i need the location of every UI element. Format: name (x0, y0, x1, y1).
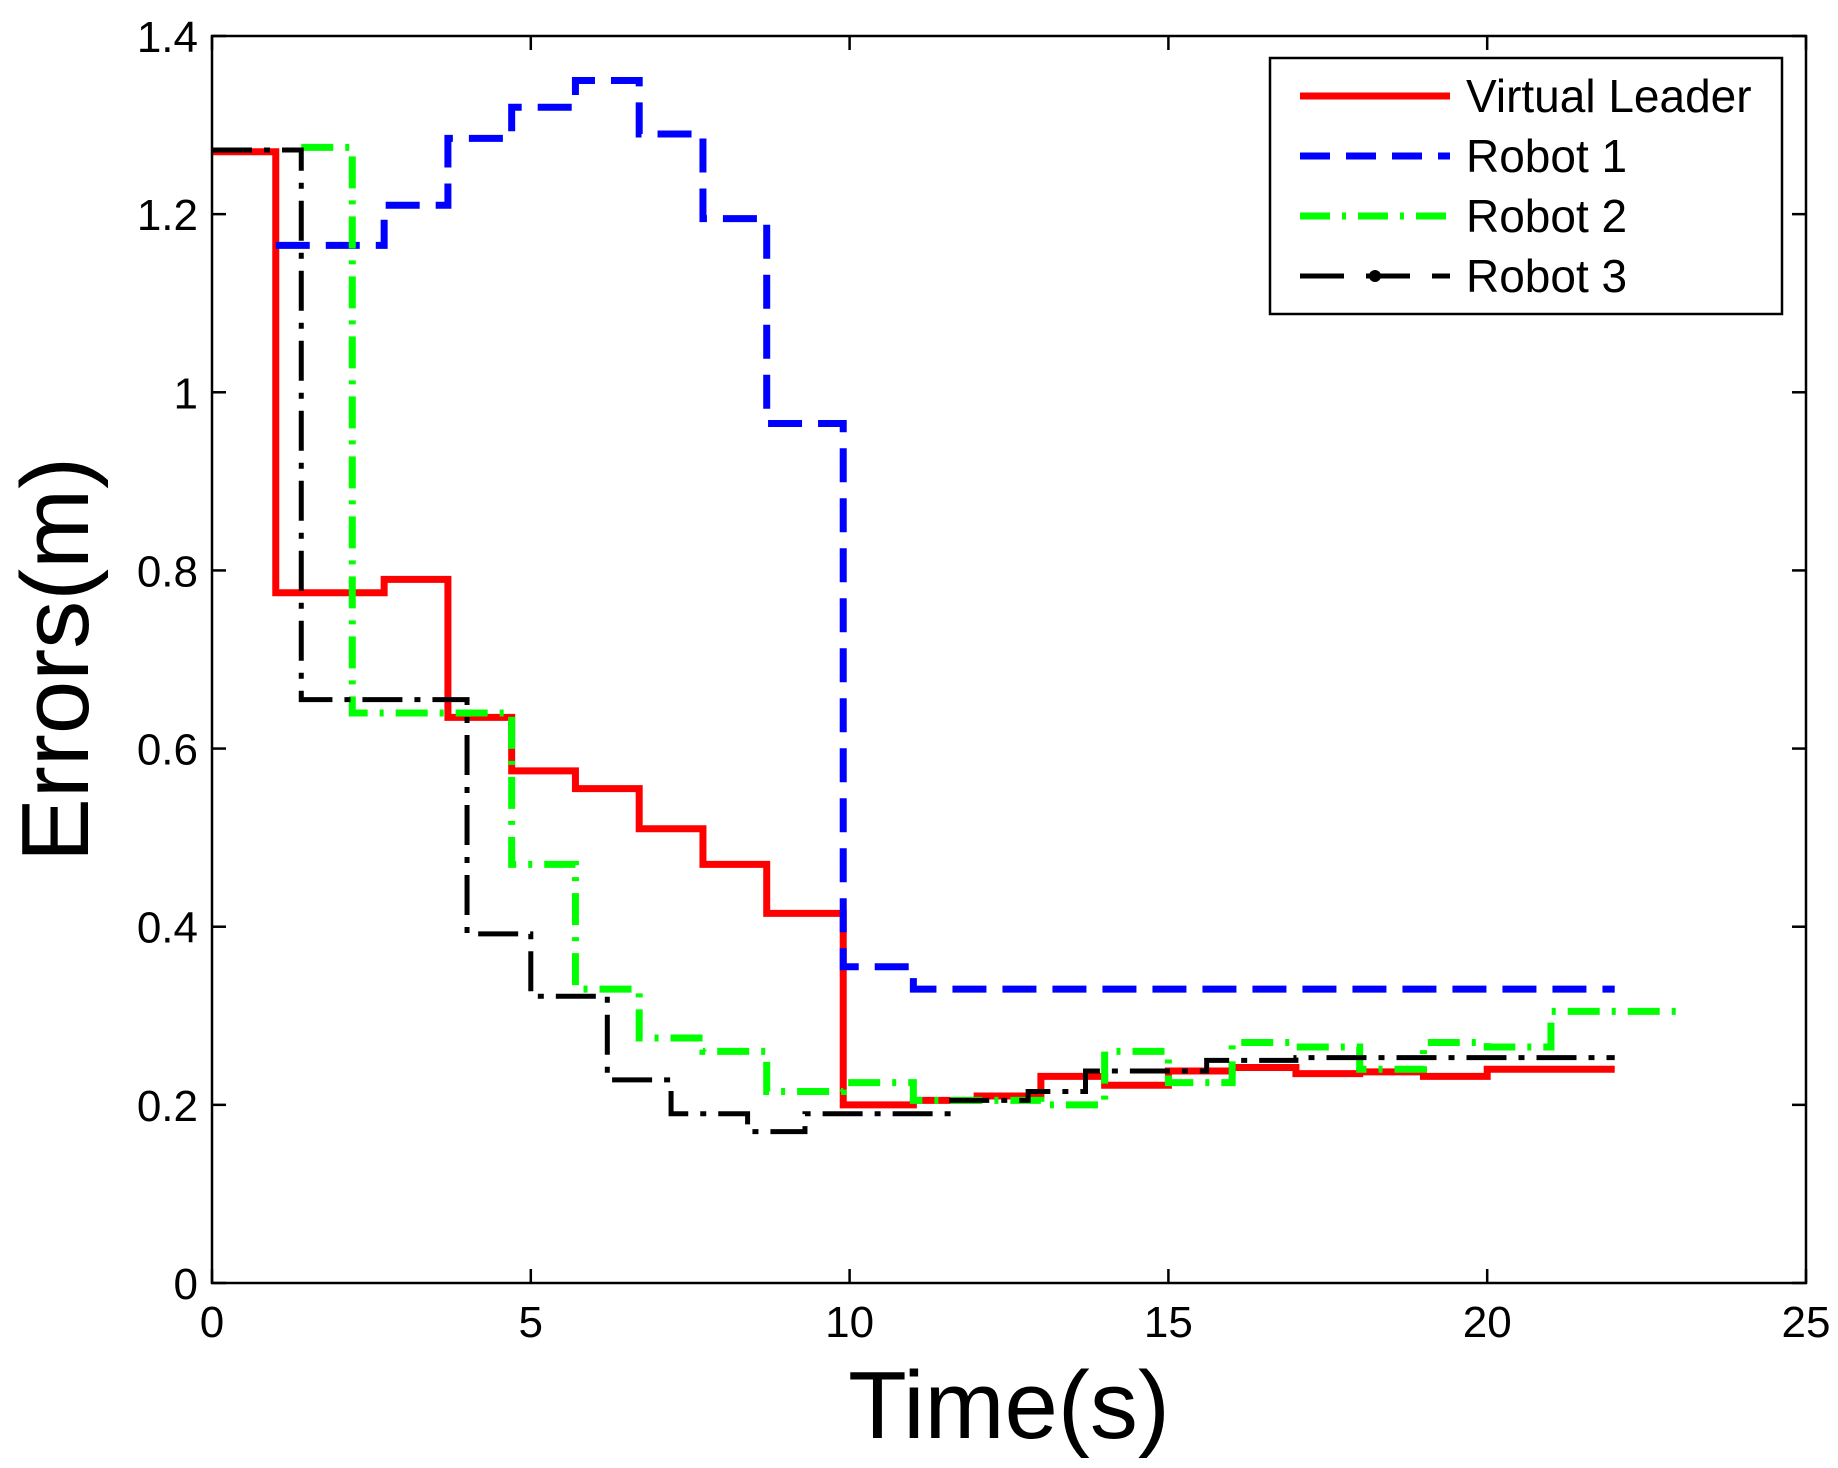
y-tick-label-5: 1 (174, 369, 198, 418)
legend-label-2: Robot 2 (1466, 190, 1627, 242)
legend-label-3: Robot 3 (1466, 250, 1627, 302)
series-line-3 (212, 147, 1615, 1135)
y-tick-label-0: 0 (174, 1260, 198, 1309)
x-axis-label: Time(s) (848, 1352, 1170, 1459)
series-line-1 (275, 77, 1615, 993)
x-tick-label-5: 25 (1782, 1298, 1831, 1347)
x-tick-label-2: 10 (825, 1298, 874, 1347)
legend-box (1268, 56, 1784, 316)
y-tick-label-2: 0.4 (137, 904, 198, 953)
y-tick-label-4: 0.8 (137, 547, 198, 596)
x-tick-label-1: 5 (519, 1298, 543, 1347)
y-tick-label-6: 1.2 (137, 191, 198, 240)
x-tick-label-4: 20 (1463, 1298, 1512, 1347)
y-tick-label-7: 1.4 (137, 13, 198, 62)
x-tick-label-0: 0 (200, 1298, 224, 1347)
legend-entries: Virtual Leader Robot 1 Robot 2 Robot 3 (1300, 70, 1752, 302)
y-tick-label-3: 0.6 (137, 726, 198, 775)
axes-box (210, 34, 1808, 1285)
x-tick-label-3: 15 (1144, 1298, 1193, 1347)
y-tick-label-1: 0.2 (137, 1082, 198, 1131)
legend-label-1: Robot 1 (1466, 130, 1627, 182)
series-line-2 (301, 143, 1679, 1109)
x-ticks: 0 5 10 15 20 25 (200, 36, 1831, 1347)
series-layer (212, 77, 1679, 1135)
y-ticks: 0 0.2 0.4 0.6 0.8 1 1.2 1.4 (137, 13, 1806, 1309)
legend-label-0: Virtual Leader (1466, 70, 1752, 122)
legend-marker-3 (1369, 270, 1381, 282)
y-axis-label: Errors(m) (2, 457, 109, 862)
legend: Virtual Leader Robot 1 Robot 2 Robot 3 (1268, 56, 1784, 316)
